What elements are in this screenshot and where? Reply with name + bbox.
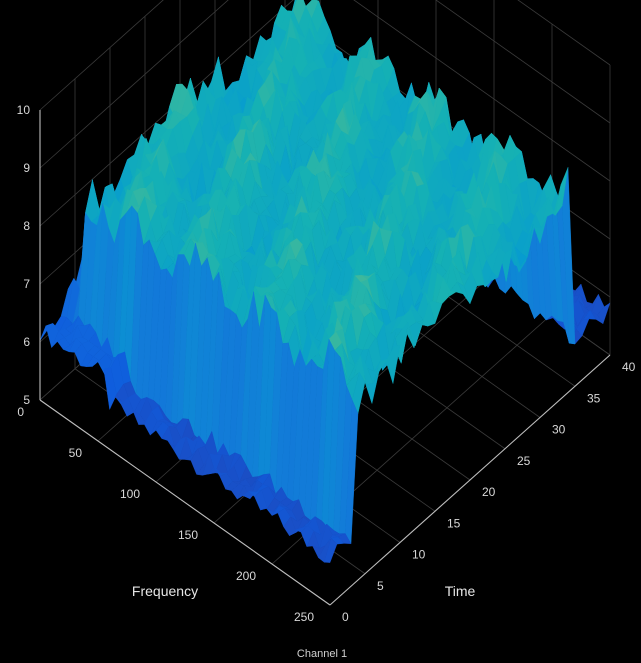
- x-tick-label: 100: [120, 487, 140, 501]
- y-tick-label: 0: [342, 610, 349, 624]
- y-tick-label: 15: [447, 516, 461, 530]
- y-tick-label: 40: [622, 360, 636, 374]
- z-tick-label: 10: [17, 103, 31, 117]
- y-tick-label: 20: [482, 485, 496, 499]
- x-tick-label: 50: [69, 446, 83, 460]
- x-tick-label: 150: [178, 528, 198, 542]
- z-tick-label: 6: [23, 335, 30, 349]
- x-axis-label: Frequency: [132, 583, 198, 599]
- surface-plot: [40, 0, 610, 563]
- y-tick-label: 35: [587, 391, 601, 405]
- y-tick-label: 25: [517, 454, 531, 468]
- z-tick-label: 5: [23, 393, 30, 407]
- y-tick-label: 30: [552, 423, 566, 437]
- y-axis-label: Time: [445, 583, 476, 599]
- y-tick-label: 5: [377, 579, 384, 593]
- x-tick-label: 200: [236, 569, 256, 583]
- z-tick-label: 9: [23, 161, 30, 175]
- z-tick-label: 8: [23, 219, 30, 233]
- x-tick-label: 0: [17, 405, 24, 419]
- chart-caption: Channel 1: [297, 648, 347, 660]
- x-tick-label: 250: [294, 610, 314, 624]
- y-tick-label: 10: [412, 548, 426, 562]
- z-tick-label: 7: [23, 277, 30, 291]
